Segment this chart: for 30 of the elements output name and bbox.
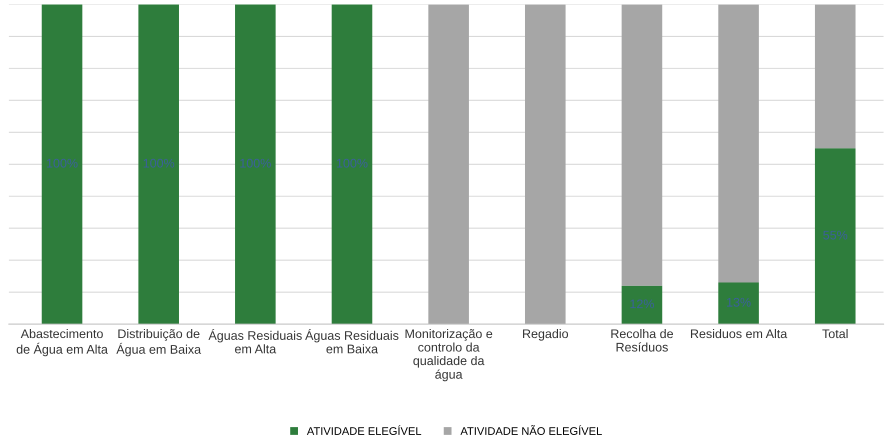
bar bbox=[814, 148, 856, 324]
bar bbox=[428, 4, 469, 324]
legend-label: ATIVIDADE NÃO ELEGÍVEL bbox=[460, 425, 602, 435]
data-label: 55% bbox=[823, 230, 848, 240]
x-tick-label: Monitorização e controlo da qualidade da água bbox=[406, 328, 492, 382]
legend-label: ATIVIDADE ELEGÍVEL bbox=[306, 425, 422, 435]
data-label: 100% bbox=[47, 158, 78, 168]
bar bbox=[235, 4, 276, 324]
x-tick-label: Regadio bbox=[523, 328, 568, 341]
bar bbox=[622, 286, 662, 324]
x-tick-label: Distribuição de Água em Baixa bbox=[116, 328, 202, 356]
x-tick-label: Recolha de Resíduos bbox=[611, 328, 673, 352]
data-label: 100% bbox=[240, 158, 271, 168]
x-tick-label: Residuos em Alta bbox=[690, 328, 788, 338]
x-tick-label: Total bbox=[822, 328, 848, 338]
x-tick-label: Abastecimento de Água em Alta bbox=[16, 328, 108, 356]
bar bbox=[718, 4, 759, 283]
data-label: 13% bbox=[727, 298, 751, 307]
data-label: 100% bbox=[336, 158, 368, 168]
data-label: 100% bbox=[144, 158, 174, 168]
bar bbox=[138, 4, 179, 324]
bar bbox=[524, 4, 566, 324]
bar bbox=[42, 4, 82, 324]
x-tick-label: Águas Residuais em Alta bbox=[208, 328, 302, 354]
x-tick-label: Águas Residuais em Baixa bbox=[305, 328, 398, 354]
bar bbox=[622, 4, 662, 286]
bar bbox=[814, 4, 856, 148]
data-label: 12% bbox=[630, 299, 654, 308]
bar bbox=[332, 4, 372, 324]
bar bbox=[718, 282, 759, 324]
